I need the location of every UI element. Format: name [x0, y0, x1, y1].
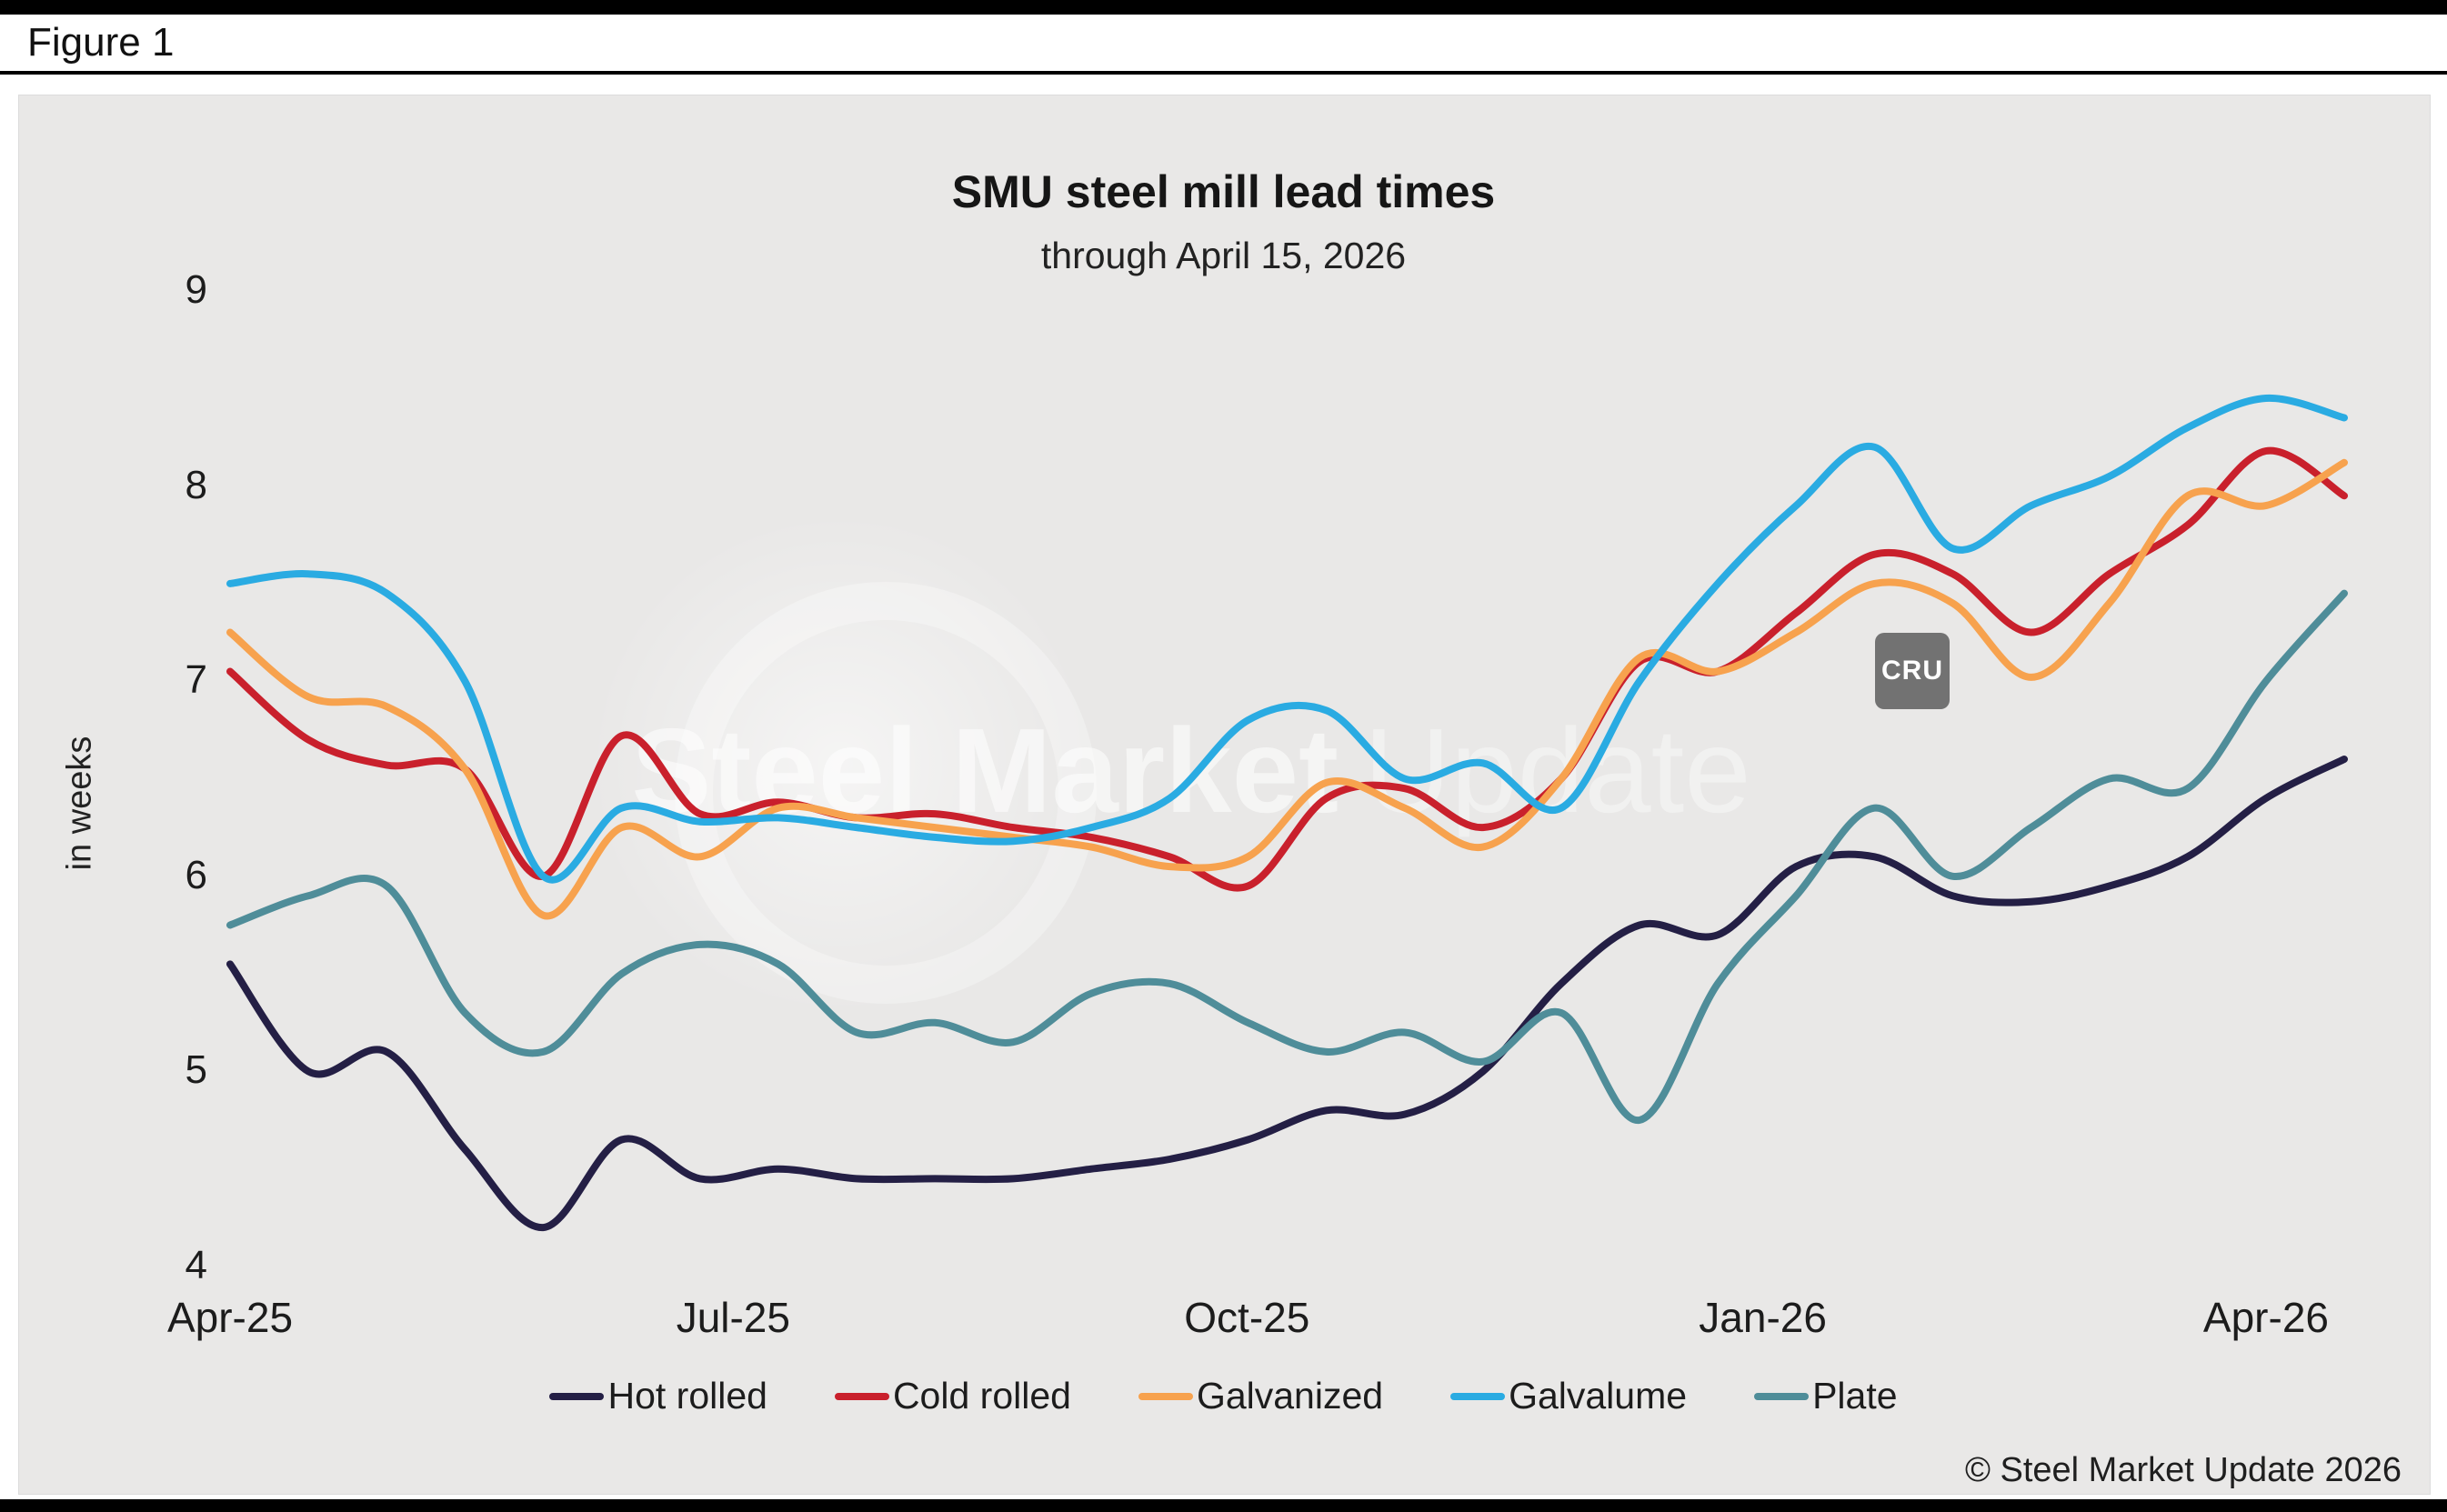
legend-swatch — [834, 1392, 889, 1400]
chart-legend: Hot rolled Cold rolled Galvanized Galvalume… — [0, 1375, 2447, 1417]
legend-item-galvalume: Galvalume — [1450, 1375, 1687, 1417]
legend-swatch — [549, 1392, 605, 1400]
legend-swatch — [1754, 1392, 1810, 1400]
legend-label: Plate — [1812, 1375, 1898, 1417]
figure-rule — [0, 71, 2447, 75]
y-axis-label: in weeks — [60, 736, 99, 871]
copyright-text: © Steel Market Update 2026 — [1964, 1451, 2402, 1489]
legend-label: Galvanized — [1196, 1375, 1384, 1417]
cru-logo-text: CRU — [1881, 656, 1943, 686]
chart-title: SMU steel mill lead times — [951, 166, 1496, 217]
legend-label: Galvalume — [1509, 1375, 1688, 1417]
legend-label: Hot rolled — [607, 1375, 767, 1417]
legend-swatch — [1450, 1392, 1506, 1400]
y-tick-label: 7 — [185, 657, 207, 703]
x-tick-label: Oct-25 — [1184, 1294, 1310, 1341]
x-tick-label: Apr-25 — [166, 1294, 294, 1341]
legend-item-cold-rolled: Cold rolled — [834, 1375, 1071, 1417]
legend-label: Cold rolled — [892, 1375, 1071, 1417]
figure-label: Figure 1 — [27, 20, 175, 65]
x-tick-label: Jan-26 — [1699, 1294, 1827, 1341]
y-tick-label: 6 — [185, 852, 207, 897]
x-tick-label: Jul-25 — [676, 1294, 790, 1341]
legend-item-galvanized: Galvanized — [1138, 1375, 1383, 1417]
y-tick-label: 4 — [185, 1243, 207, 1287]
figure-band: Figure 1 — [0, 15, 2447, 71]
x-tick-label: Apr-26 — [2202, 1294, 2329, 1341]
legend-item-hot-rolled: Hot rolled — [549, 1375, 767, 1417]
cru-logo: CRU — [1875, 633, 1950, 709]
legend-swatch — [1138, 1392, 1193, 1400]
top-black-bar — [0, 0, 2447, 15]
legend-item-plate: Plate — [1754, 1375, 1898, 1417]
y-tick-label: 5 — [185, 1047, 207, 1093]
bottom-black-bar — [0, 1499, 2447, 1512]
chart-subtitle: through April 15, 2026 — [1040, 235, 1407, 276]
y-tick-label: 9 — [185, 267, 207, 312]
watermark-ring — [675, 582, 1097, 1004]
y-tick-label: 8 — [185, 462, 207, 507]
chart-panel — [18, 95, 2431, 1495]
